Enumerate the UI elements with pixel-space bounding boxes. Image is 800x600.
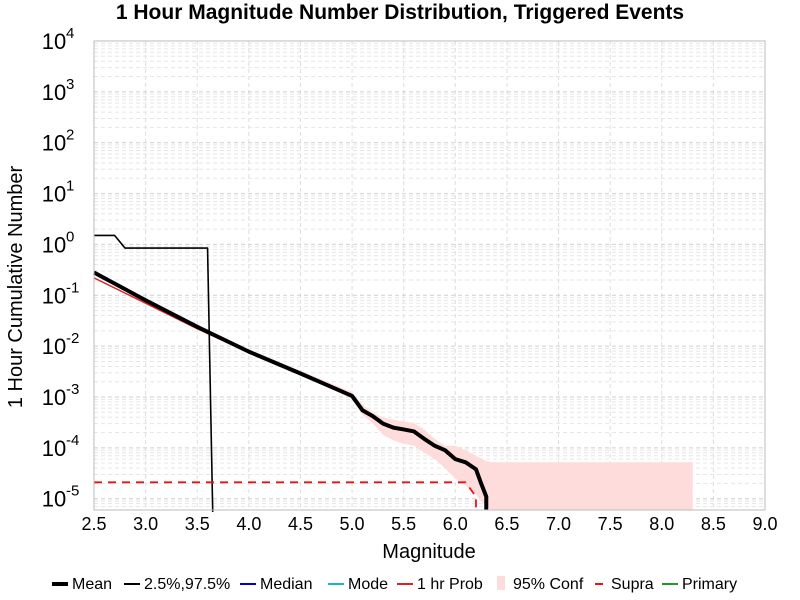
legend-label: Mode: [348, 576, 388, 593]
legend-label: Primary: [682, 576, 737, 593]
y-tick-label: 10: [42, 385, 66, 410]
legend-label: Median: [260, 576, 312, 593]
x-tick-label: 7.0: [546, 514, 571, 534]
x-tick-label: 3.5: [185, 514, 210, 534]
x-tick-label: 7.5: [598, 514, 623, 534]
x-tick-label: 4.0: [236, 514, 261, 534]
x-tick-label: 9.0: [752, 514, 777, 534]
legend-item-2-5-97-5: 2.5%,97.5%: [124, 576, 230, 593]
legend-swatch: [497, 576, 505, 590]
x-axis-label: Magnitude: [382, 541, 475, 563]
legend-item-mode: Mode: [328, 576, 388, 593]
legend-item-median: Median: [240, 576, 312, 593]
series-95-conf-band: [248, 349, 693, 510]
y-tick-label: 10: [42, 232, 66, 257]
x-tick-label: 6.0: [443, 514, 468, 534]
y-tick-label: 10: [42, 182, 66, 207]
grid: [93, 41, 766, 511]
y-tick-exponent: 3: [66, 76, 74, 93]
y-tick-label: 10: [42, 29, 66, 54]
x-tick-labels: 2.5 3.0 3.5 4.0 4.5 5.0 5.5 6.0 6.5 7.0 7.5 8.0 8.5 9…: [81, 514, 777, 534]
plot-border: [93, 40, 766, 511]
y-tick-exponent: -1: [66, 279, 79, 296]
y-tick-label: 10: [42, 436, 66, 461]
legend-item-supra: Supra: [595, 576, 654, 593]
series-layer: [93, 234, 489, 512]
x-tick-label: 2.5: [81, 514, 106, 534]
y-axis-label: 1 Hour Cumulative Number: [5, 166, 27, 409]
chart-title: 1 Hour Magnitude Number Distribution, Tr…: [116, 1, 684, 24]
y-tick-label: 10: [42, 131, 66, 156]
y-tick-exponent: -3: [66, 381, 79, 398]
confidence-band-layer: [248, 349, 693, 510]
legend-label: Mean: [72, 576, 112, 593]
y-tick-exponent: 0: [66, 228, 74, 245]
legend-item-1-hr-prob: 1 hr Prob: [397, 576, 483, 593]
legend-label: 1 hr Prob: [417, 576, 483, 593]
series-supra-line: [94, 481, 477, 510]
y-tick-exponent: 4: [66, 25, 74, 42]
x-tick-label: 4.5: [288, 514, 313, 534]
y-tick-exponent: -2: [66, 330, 79, 347]
x-tick-label: 8.5: [701, 514, 726, 534]
y-tick-exponent: -4: [66, 432, 79, 449]
legend-label: 2.5%,97.5%: [144, 576, 230, 593]
y-tick-label: 10: [42, 334, 66, 359]
x-tick-label: 6.5: [494, 514, 519, 534]
legend-label: 95% Conf: [513, 576, 584, 593]
y-tick-label: 10: [42, 80, 66, 105]
y-tick-label: 10: [42, 283, 66, 308]
series-2-5-97-5-line: [94, 234, 214, 512]
y-tick-exponent: 1: [66, 178, 74, 195]
legend: Mean 2.5%,97.5% Median Mode 1 hr Prob 95% Con…: [52, 576, 737, 593]
y-tick-exponent: -5: [66, 483, 79, 500]
x-tick-label: 3.0: [133, 514, 158, 534]
legend-item-95-conf: 95% Conf: [497, 576, 584, 593]
legend-label: Supra: [611, 576, 654, 593]
x-tick-label: 5.5: [391, 514, 416, 534]
y-tick-label: 10: [42, 487, 66, 512]
x-tick-label: 8.0: [649, 514, 674, 534]
series-mean-line: [93, 270, 489, 510]
legend-item-mean: Mean: [52, 576, 112, 593]
x-tick-label: 5.0: [340, 514, 365, 534]
legend-item-primary: Primary: [662, 576, 737, 593]
y-tick-exponent: 2: [66, 127, 74, 144]
